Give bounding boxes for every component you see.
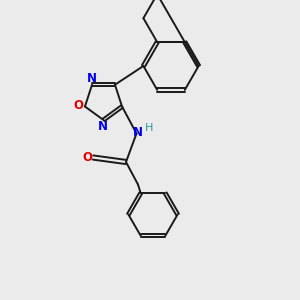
Text: N: N (98, 120, 108, 133)
Text: N: N (133, 125, 143, 139)
Text: N: N (86, 72, 96, 85)
Text: O: O (82, 151, 92, 164)
Text: O: O (74, 99, 83, 112)
Text: H: H (145, 123, 153, 133)
